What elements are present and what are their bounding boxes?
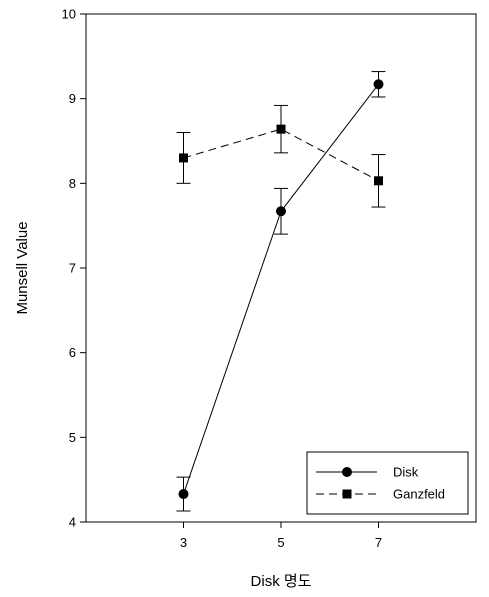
y-tick-label-6: 6 (69, 345, 76, 360)
legend: Disk Ganzfeld (306, 451, 469, 515)
y-tick-label-10: 10 (62, 7, 76, 22)
data-point-disk-3 (178, 489, 189, 500)
y-tick-label-8: 8 (69, 176, 76, 191)
legend-label-disk: Disk (393, 465, 419, 480)
x-tick-label-7: 7 (375, 535, 382, 550)
series-line-ganzfeld (183, 128, 379, 182)
series-layer (176, 71, 386, 512)
x-axis-title: Disk 명도 (251, 573, 312, 590)
data-point-disk-5 (276, 206, 286, 217)
y-tick-label-4: 4 (69, 515, 76, 530)
legend-label-ganzfeld: Ganzfeld (393, 487, 445, 502)
data-point-ganzfeld-3 (179, 153, 188, 163)
y-tick-label-5: 5 (69, 430, 76, 445)
x-tick-label-3: 3 (180, 535, 187, 550)
y-tick-label-7: 7 (69, 261, 76, 276)
data-point-ganzfeld-5 (276, 124, 286, 134)
legend-box (306, 451, 469, 515)
y-axis: 4 5 6 7 8 9 10 (62, 7, 86, 530)
plot-frame (85, 13, 477, 523)
legend-marker-ganzfeld (342, 489, 352, 499)
data-point-ganzfeld-7 (374, 176, 383, 186)
x-tick-label-5: 5 (277, 535, 284, 550)
x-axis: 3 5 7 (180, 522, 382, 550)
data-point-disk-7 (373, 79, 384, 90)
legend-item-disk: Disk (316, 465, 419, 480)
legend-item-ganzfeld: Ganzfeld (316, 487, 445, 502)
y-tick-label-9: 9 (69, 91, 76, 106)
y-axis-title: Munsell Value (14, 221, 31, 314)
legend-marker-disk (342, 467, 352, 477)
